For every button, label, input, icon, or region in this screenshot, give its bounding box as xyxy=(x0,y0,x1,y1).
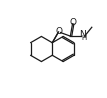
Text: N: N xyxy=(80,30,86,39)
Text: O: O xyxy=(55,27,62,36)
Text: O: O xyxy=(69,18,76,27)
Text: H: H xyxy=(81,35,87,41)
